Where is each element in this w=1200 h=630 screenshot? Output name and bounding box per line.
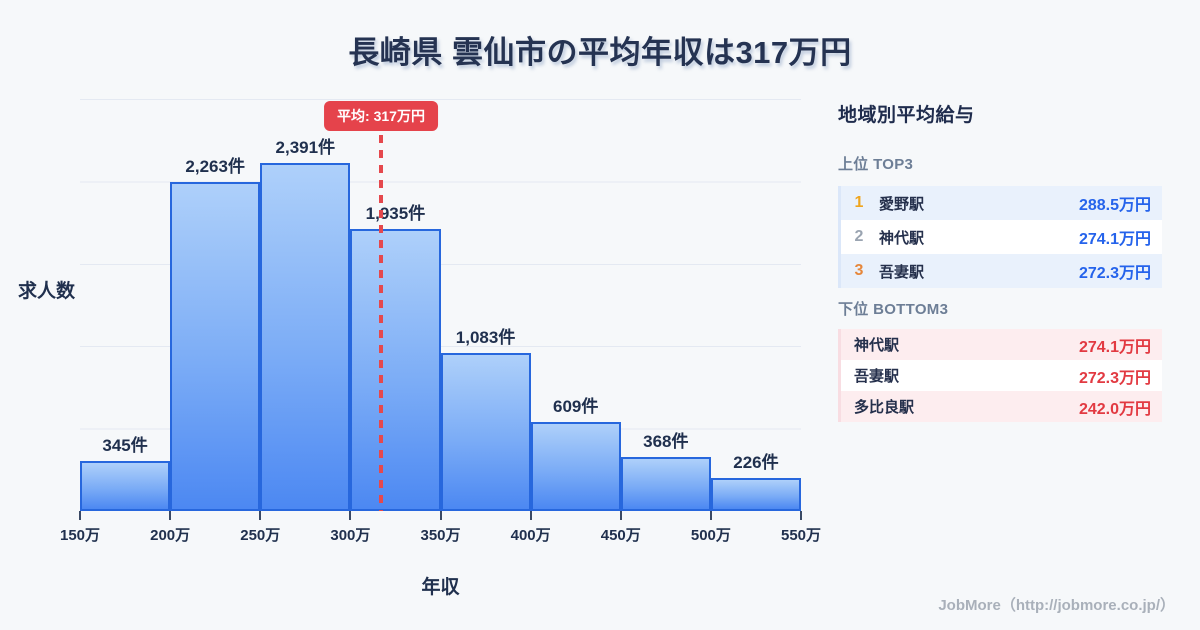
x-tick-mark <box>349 511 352 520</box>
x-tick-mark <box>529 511 532 520</box>
top3-section-label: 上位 TOP3 <box>838 156 914 173</box>
footer-credit: JobMore（http://jobmore.co.jp/） <box>938 597 1175 614</box>
rank-badge: 1 <box>854 194 864 211</box>
x-tick-label: 400万 <box>510 527 551 544</box>
table-row: 多比良駅 242.0万円 <box>841 391 1162 422</box>
table-row: 3 吾妻駅 272.3万円 <box>841 254 1162 288</box>
station-name: 愛野駅 <box>879 195 925 213</box>
x-tick-label: 150万 <box>59 527 101 544</box>
top3-table: 1 愛野駅 288.5万円 2 神代駅 274.1万円 3 吾妻駅 272.3万… <box>838 186 1162 288</box>
x-tick-label: 500万 <box>690 527 731 544</box>
bar-value-label: 2,263件 <box>185 157 245 176</box>
histogram-bar <box>620 457 711 511</box>
rank-badge: 3 <box>854 262 864 279</box>
x-axis-layer: 150万 200万 250万 300万 350万 400万 450万 500万 550万 <box>60 99 821 544</box>
bottom3-section-label: 下位 BOTTOM3 <box>838 301 949 318</box>
bar-value-label: 1,935件 <box>365 204 426 223</box>
bar-value-label: 609件 <box>553 397 599 416</box>
table-row: 2 神代駅 274.1万円 <box>841 220 1162 254</box>
salary-value: 274.1万円 <box>1078 231 1151 248</box>
average-line <box>379 135 384 511</box>
y-axis-label: 求人数 <box>18 281 76 302</box>
histogram-bar <box>260 163 351 511</box>
table-row: 吾妻駅 272.3万円 <box>841 360 1162 391</box>
bar-value-label: 2,391件 <box>275 138 336 157</box>
x-axis-label: 年収 <box>421 577 460 598</box>
bar-value-label: 345件 <box>102 436 148 455</box>
salary-value: 272.3万円 <box>1078 265 1151 282</box>
station-name: 神代駅 <box>854 337 900 354</box>
bottom3-table: 神代駅 274.1万円 吾妻駅 272.3万円 多比良駅 242.0万円 <box>838 329 1162 422</box>
x-tick-mark <box>619 511 622 520</box>
bar-value-label: 226件 <box>733 453 779 472</box>
table-row: 1 愛野駅 288.5万円 <box>841 186 1162 220</box>
x-tick-mark <box>709 511 712 520</box>
histogram-bar <box>170 182 261 511</box>
histogram-bar <box>530 422 621 511</box>
x-tick-label: 450万 <box>600 527 641 544</box>
salary-value: 242.0万円 <box>1078 400 1151 418</box>
sidebar-title: 地域別平均給与 <box>838 105 975 126</box>
histogram-bar <box>440 353 531 511</box>
income-histogram-plot: 345件 2,263件 2,391件 1,935件 1,083件 609件 368件 226件… <box>60 99 821 544</box>
station-name: 吾妻駅 <box>854 368 900 385</box>
x-tick-mark <box>259 511 262 520</box>
bar-value-label: 1,083件 <box>455 328 516 347</box>
x-tick-label: 350万 <box>420 527 461 544</box>
x-tick-mark <box>79 511 81 520</box>
salary-value: 274.1万円 <box>1078 338 1151 356</box>
x-tick-label: 300万 <box>330 527 371 544</box>
table-row: 神代駅 274.1万円 <box>841 329 1162 360</box>
histogram-bar <box>80 461 171 511</box>
station-name: 吾妻駅 <box>879 263 925 281</box>
x-tick-label: 250万 <box>240 527 281 544</box>
histogram-bar <box>710 478 801 511</box>
salary-value: 272.3万円 <box>1078 369 1151 387</box>
region-salary-sidebar: 地域別平均給与 上位 TOP3 1 愛野駅 288.5万円 2 神代駅 274.… <box>838 100 1162 422</box>
salary-value: 288.5万円 <box>1078 197 1151 214</box>
x-tick-mark <box>169 511 172 520</box>
bar-value-label: 368件 <box>643 432 689 451</box>
rank-badge: 2 <box>854 228 864 245</box>
x-tick-mark <box>800 511 802 520</box>
x-tick-mark <box>439 511 442 520</box>
station-name: 多比良駅 <box>854 399 915 416</box>
x-tick-label: 550万 <box>780 527 822 544</box>
x-tick-label: 200万 <box>150 527 191 544</box>
histogram-bar <box>350 229 441 511</box>
page-title: 長崎県 雲仙市の平均年収は317万円 <box>348 35 852 70</box>
average-label: 平均: 317万円 <box>324 101 438 131</box>
station-name: 神代駅 <box>879 229 925 247</box>
